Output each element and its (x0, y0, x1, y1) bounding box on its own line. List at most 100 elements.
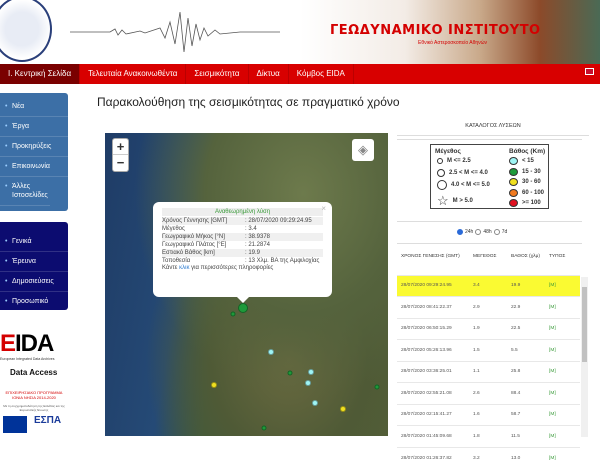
cell-depth: 22.9 (507, 296, 545, 318)
table-row[interactable]: 28/07/2020 05:26:13.96 1.5 5.5 [M] (397, 339, 580, 361)
nav-home[interactable]: Ι. Κεντρική Σελίδα (0, 64, 81, 84)
sidebar-item-staff[interactable]: Προσωπικό (0, 292, 68, 312)
cell-depth: 58.7 (507, 403, 545, 426)
radio-24h[interactable] (457, 229, 463, 235)
earthquake-marker[interactable] (230, 311, 236, 317)
table-row[interactable]: 28/07/2020 02:55:21.08 2.6 88.4 [M] (397, 382, 580, 404)
table-row[interactable]: 28/07/2020 09:29:24.95 3.4 19.9 [M] (397, 274, 580, 297)
cell-magnitude: 3.2 (469, 446, 507, 469)
earthquake-marker[interactable] (308, 369, 314, 375)
main-nav: Ι. Κεντρική Σελίδα Τελευταία Ανακοινωθέν… (0, 64, 600, 84)
map-legend: Μέγεθος Βάθος (Km) M <= 2.5 2.5 < M <= 4.… (430, 144, 549, 209)
banner-image (300, 0, 600, 64)
legend-mag-item: ☆ M > 5.0 (437, 193, 473, 209)
earthquake-marker[interactable] (287, 370, 293, 376)
radio-7d-label: 7d (501, 229, 508, 235)
radio-7d[interactable] (493, 229, 500, 235)
earthquake-marker[interactable] (211, 382, 217, 388)
popup-key: Γεωγραφικό Πλάτος [°E] (162, 242, 227, 248)
legend-depth-item: >= 100 (509, 199, 541, 207)
event-popup: × Αναθεωρημένη λύση Χρόνος Γέννησης [GMT… (153, 202, 332, 303)
sidebar-item-calls[interactable]: Προκηρύξεις (0, 137, 68, 157)
seismogram-graphic (70, 11, 280, 53)
col-origin-time: ΧΡΟΝΟΣ ΓΕΝΕΣΗΣ (GMT) (401, 254, 460, 259)
sidebar-menu-2: Γενικά Έρευνα Δημοσιεύσεις Προσωπικό (0, 222, 68, 312)
table-row[interactable]: 28/07/2020 01:26:37.82 3.2 13.0 [M] (397, 446, 580, 469)
table-row[interactable]: 28/07/2020 08:41:22.37 2.9 22.9 [M] (397, 296, 580, 318)
espa-logo: ΕΣΠΑ (34, 415, 62, 426)
popup-row: Τοποθεσία: 13 Χλμ. ΒΑ της Αμφιλοχίας (162, 257, 323, 265)
eida-logo[interactable]: EIDA (0, 330, 54, 357)
sidebar-item-other-sites[interactable]: Άλλες Ιστοσελίδες (0, 177, 50, 206)
earthquake-marker[interactable] (268, 349, 274, 355)
observatory-seal-logo[interactable] (0, 0, 52, 62)
sidebar-item-publications[interactable]: Δημοσιεύσεις (0, 272, 68, 292)
cell-depth: 11.5 (507, 425, 545, 447)
popup-key: Γεωγραφικό Μήκος [°N] (162, 234, 225, 240)
earthquake-marker[interactable] (340, 406, 346, 412)
cell-magnitude: 1.1 (469, 360, 507, 383)
earthquake-marker[interactable] (312, 400, 318, 406)
earthquake-marker[interactable] (238, 303, 248, 313)
cell-type: [M] (545, 317, 580, 340)
cell-depth: 19.9 (507, 274, 545, 297)
legend-mag-label: M > 5.0 (452, 198, 473, 204)
data-access-link[interactable]: Data Access (10, 368, 58, 377)
depth-circle-icon (509, 157, 518, 165)
legend-depth-title: Βάθος (Km) (509, 148, 546, 155)
table-row[interactable]: 28/07/2020 01:45:09.68 1.8 11.5 [M] (397, 425, 580, 447)
cell-type: [M] (545, 360, 580, 383)
zoom-control: + − (112, 138, 129, 172)
sidebar-item-projects[interactable]: Έργα (0, 117, 68, 137)
popup-row: Μέγεθος: 3.4 (162, 225, 323, 233)
zoom-out-button[interactable]: − (116, 155, 125, 170)
depth-circle-icon (509, 178, 518, 186)
legend-mag-label: M <= 2.5 (447, 158, 471, 164)
table-row[interactable]: 28/07/2020 06:50:15.29 1.9 22.5 [M] (397, 317, 580, 340)
legend-depth-item: < 15 (509, 157, 534, 165)
cell-magnitude: 2.6 (469, 382, 507, 404)
popup-row: Χρόνος Γέννησης [GMT]: 28/07/2020 09:29:… (162, 217, 323, 225)
cell-magnitude: 1.8 (469, 425, 507, 447)
circle-icon (437, 169, 445, 177)
legend-depth-label: 15 - 30 (522, 168, 541, 175)
eida-subtitle: European Integrated Data Archives (0, 357, 55, 361)
table-row[interactable]: 28/07/2020 02:15:41.27 1.6 58.7 [M] (397, 403, 580, 426)
cell-type: [M] (545, 382, 580, 404)
legend-depth-item: 30 - 60 (509, 178, 541, 186)
legend-depth-label: 60 - 100 (522, 189, 545, 196)
depth-circle-icon (509, 188, 518, 197)
circle-icon (437, 180, 447, 190)
nav-announcements[interactable]: Τελευταία Ανακοινωθέντα (80, 64, 187, 84)
col-magnitude: ΜΕΓΕΘΟΣ (473, 254, 497, 259)
cell-origin-time: 28/07/2020 03:36:25.01 (397, 360, 469, 383)
nav-networks[interactable]: Δίκτυα (249, 64, 289, 84)
depth-circle-icon (509, 167, 518, 176)
popup-key: Τοποθεσία (162, 258, 191, 264)
earthquake-marker[interactable] (261, 425, 267, 431)
earthquake-marker[interactable] (305, 380, 311, 386)
earthquake-marker[interactable] (374, 384, 380, 390)
cell-type: [M] (545, 274, 580, 297)
time-range-selector: 24h 48h 7d (457, 229, 507, 235)
popup-key: Χρόνος Γέννησης [GMT] (162, 218, 228, 224)
uk-flag-icon[interactable] (585, 68, 594, 75)
sidebar-item-research[interactable]: Έρευνα (0, 252, 68, 272)
eu-flag-logo (3, 416, 27, 433)
table-scrollbar[interactable] (581, 277, 588, 437)
more-info-link[interactable]: κλικ (179, 265, 190, 271)
zoom-in-button[interactable]: + (113, 139, 128, 155)
legend-mag-label: 4.0 < M <= 5.0 (451, 182, 490, 188)
radio-48h[interactable] (475, 229, 482, 235)
nav-seismicity[interactable]: Σεισμικότητα (186, 64, 249, 84)
table-row[interactable]: 28/07/2020 03:36:25.01 1.1 25.8 [M] (397, 360, 580, 383)
scrollbar-thumb[interactable] (582, 287, 587, 362)
sidebar-item-news[interactable]: Νέα (0, 97, 68, 117)
nav-eida[interactable]: Κόμβος EIDA (289, 64, 354, 84)
sidebar-item-general[interactable]: Γενικά (0, 232, 68, 252)
layers-icon[interactable]: ◈ (352, 139, 374, 161)
close-icon[interactable]: × (321, 204, 326, 213)
sidebar-item-contact[interactable]: Επικοινωνία (0, 157, 68, 177)
popup-more-info: Κάντε κλικ για περισσότερες πληροφορίες (162, 265, 323, 271)
popup-row: Γεωγραφικό Μήκος [°N]: 38.9378 (162, 233, 323, 241)
